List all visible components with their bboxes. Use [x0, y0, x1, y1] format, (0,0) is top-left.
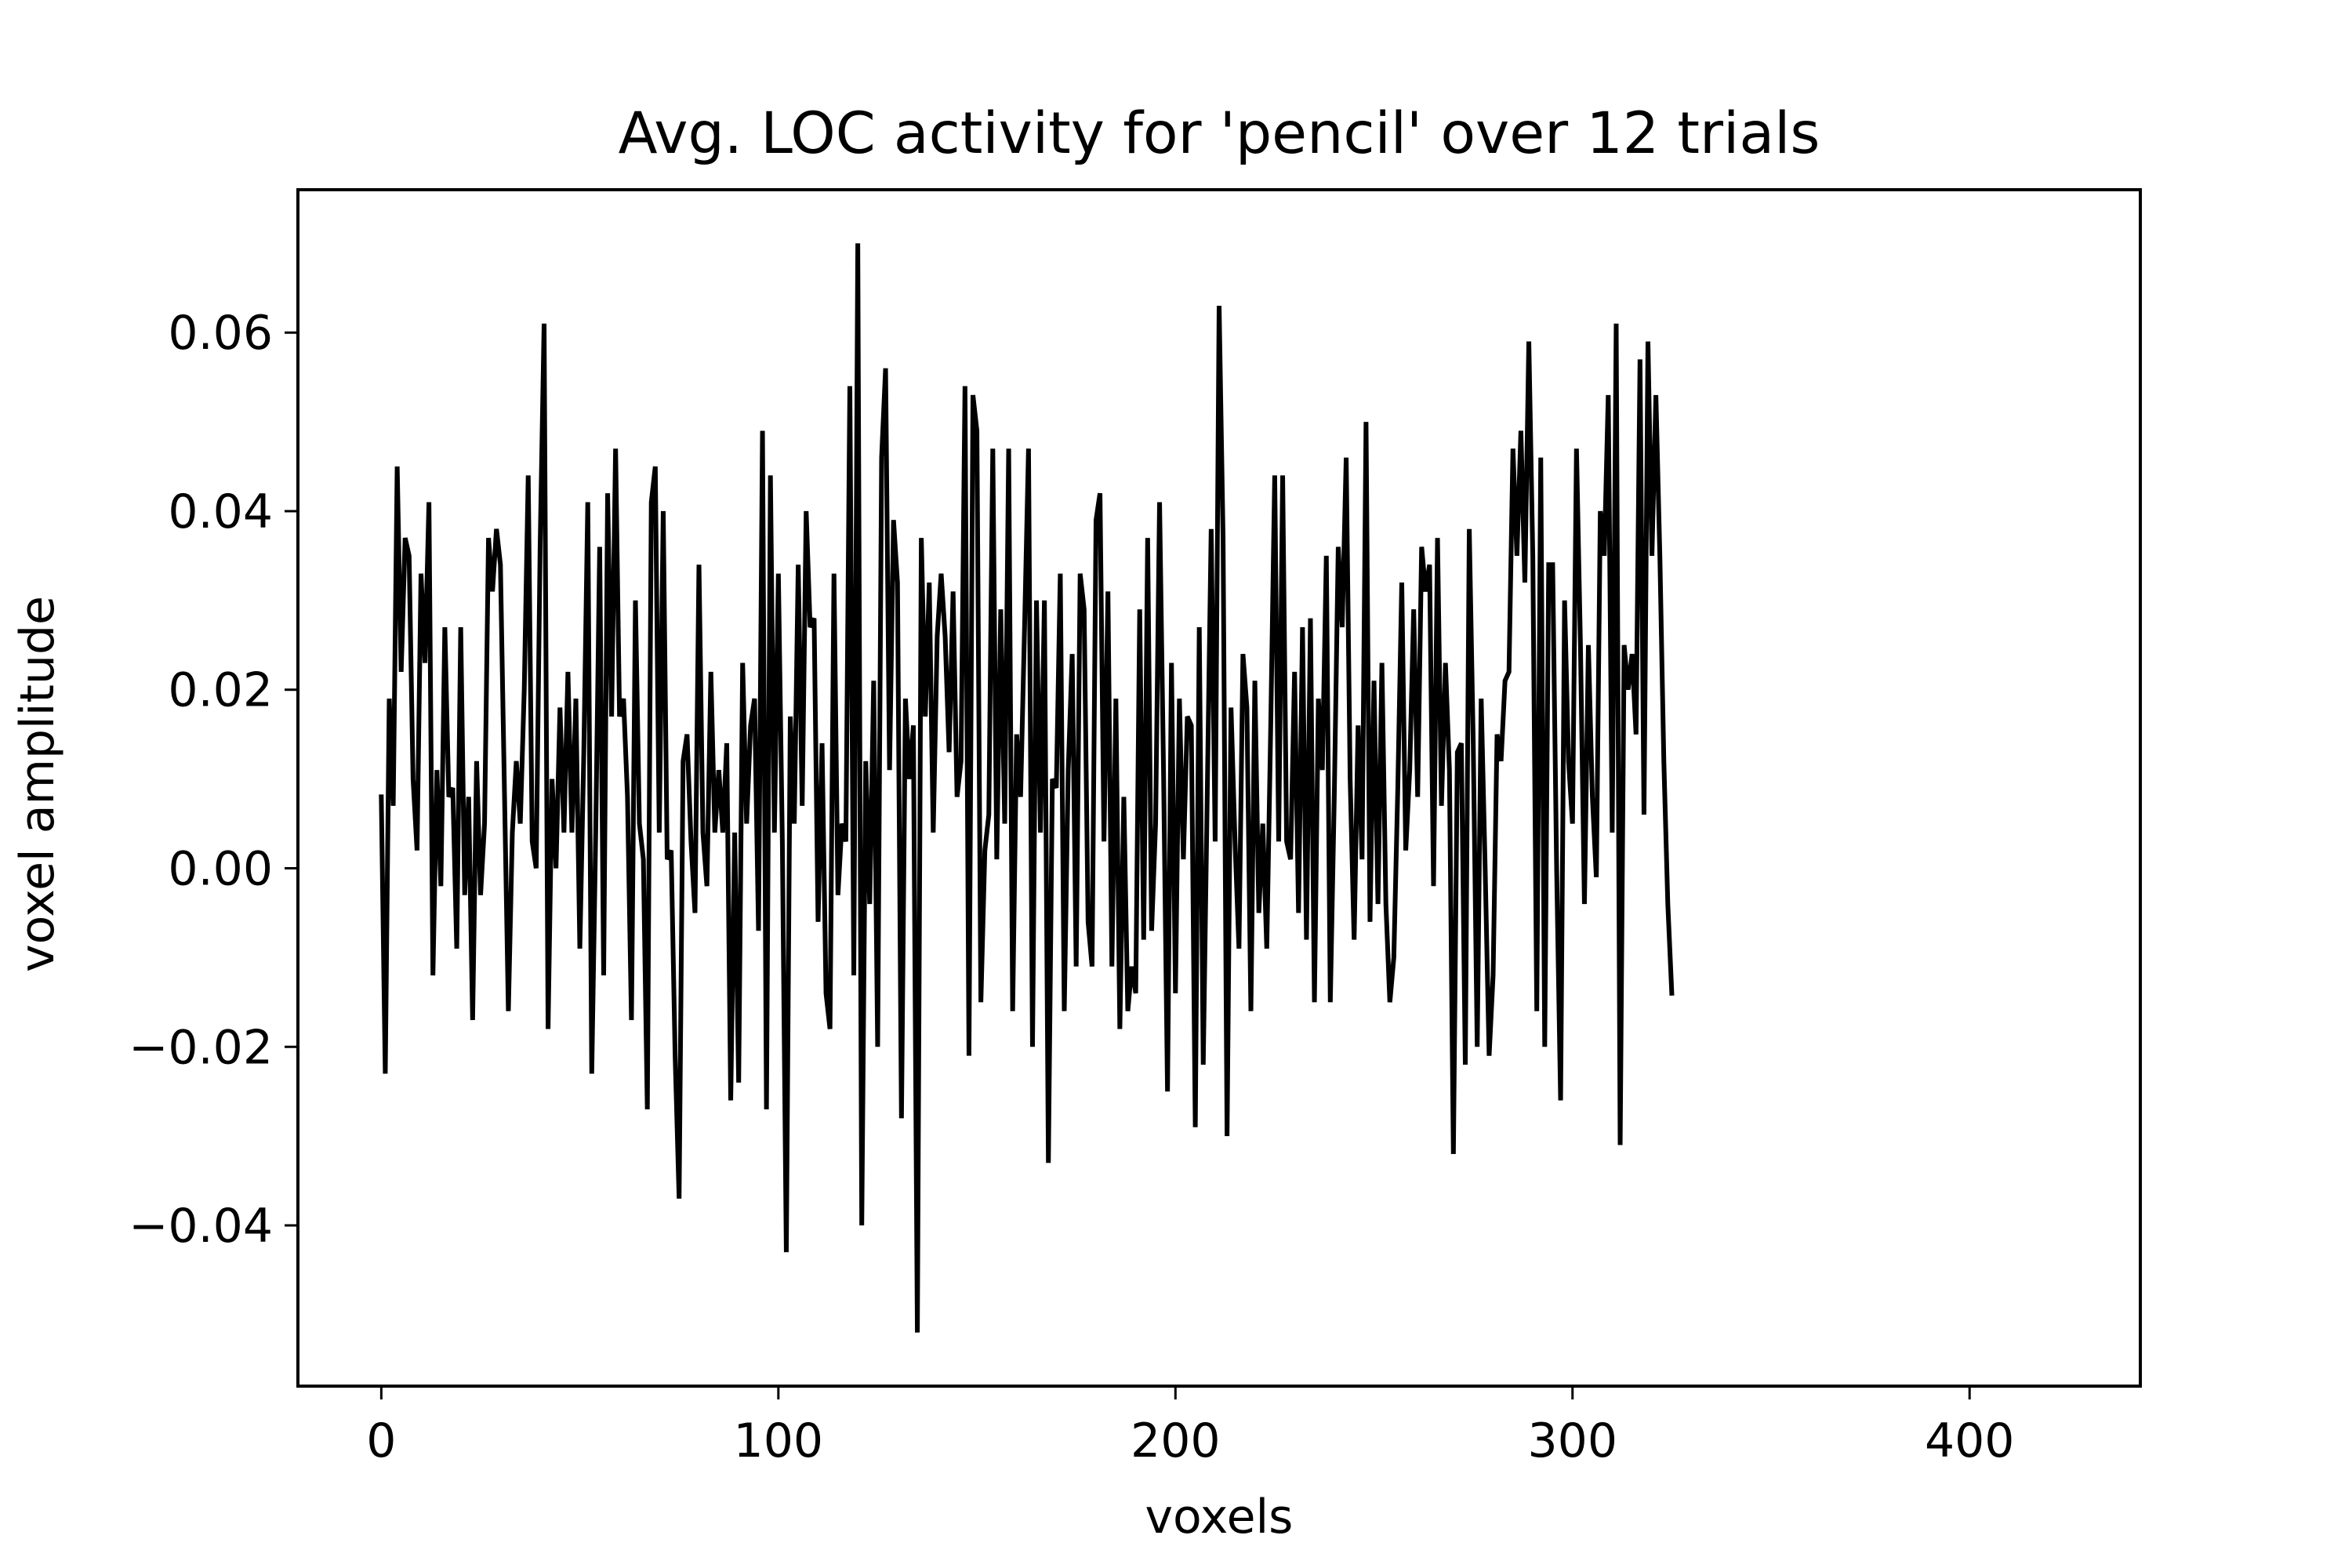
x-tick-label-3: 300 — [1527, 1414, 1617, 1468]
series-line-0 — [379, 243, 1675, 1333]
series-layer — [379, 243, 1675, 1333]
y-tick-label-2: 0.00 — [168, 841, 273, 896]
x-tick-label-1: 100 — [734, 1414, 824, 1468]
x-tick-label-4: 400 — [1925, 1414, 2015, 1468]
x-tick-label-2: 200 — [1131, 1414, 1221, 1468]
y-tick-label-4: 0.04 — [168, 485, 273, 539]
chart-title: Avg. LOC activity for 'pencil' over 12 t… — [619, 100, 1820, 167]
y-tick-label-3: 0.02 — [168, 663, 273, 718]
x-tick-label-0: 0 — [366, 1414, 396, 1468]
x-ticks: 0 100 200 300 400 — [366, 1386, 2014, 1468]
y-tick-label-0: −0.04 — [129, 1199, 273, 1254]
y-axis-label: voxel amplitude — [10, 596, 65, 972]
y-tick-label-5: 0.06 — [168, 306, 273, 361]
y-ticks: −0.04 −0.02 0.00 0.02 0.04 0.06 — [129, 306, 298, 1254]
plot-frame — [296, 188, 2142, 1388]
x-axis-label: voxels — [1145, 1490, 1294, 1544]
y-tick-label-1: −0.02 — [129, 1020, 273, 1075]
